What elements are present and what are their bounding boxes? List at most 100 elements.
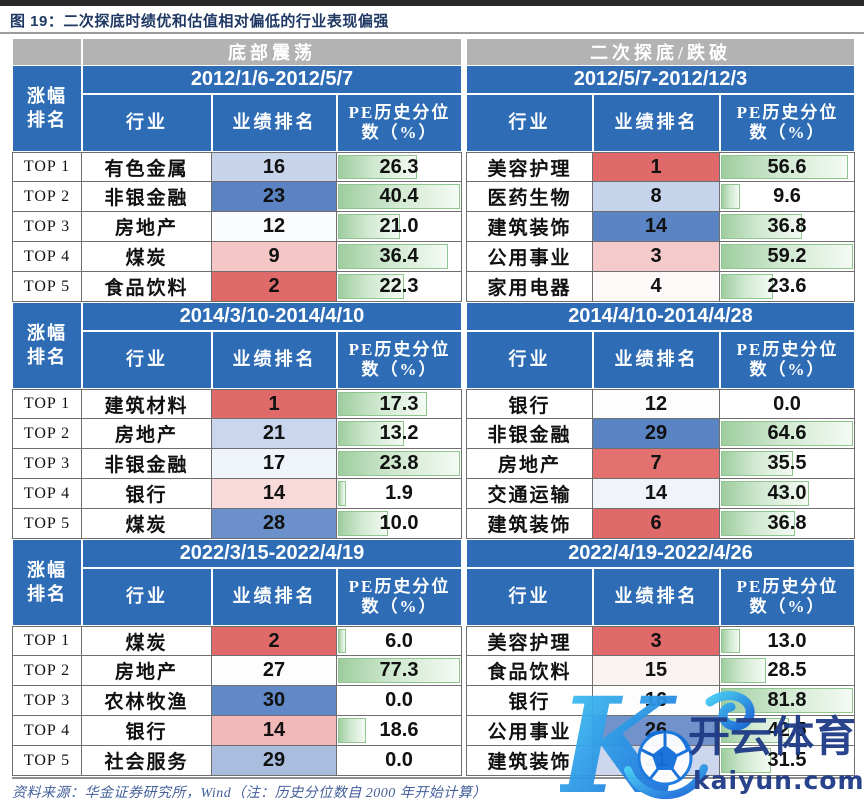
rank-header-line2: 排名 bbox=[27, 109, 67, 130]
perf-rank-cell: 2 bbox=[212, 626, 337, 656]
industry-cell: 医药生物 bbox=[466, 182, 593, 212]
pe-percentile-cell: 22.3 bbox=[337, 272, 462, 302]
perf-rank-cell: 16 bbox=[212, 152, 337, 182]
pe-value: 13.0 bbox=[767, 629, 807, 652]
perf-rank-cell: 6 bbox=[593, 509, 720, 539]
top-rank-label: TOP 2 bbox=[12, 419, 82, 449]
rank-header-line1: 涨幅 bbox=[27, 560, 67, 581]
industry-cell: 非银金融 bbox=[82, 182, 212, 212]
title-underline-rule bbox=[0, 32, 864, 34]
phase-header-bottom-oscillation: 底部震荡 bbox=[82, 38, 462, 66]
perf-rank-cell: 1 bbox=[212, 389, 337, 419]
rank-column-header: 涨幅 排名 bbox=[12, 302, 82, 389]
pe-percentile-cell: 77.3 bbox=[337, 656, 462, 686]
rank-column-header: 涨幅 排名 bbox=[12, 539, 82, 626]
perf-rank-column-header: 业绩排名 bbox=[212, 331, 337, 389]
pe-column-header: PE历史分位 数（%） bbox=[720, 568, 855, 626]
perf-rank-cell: 1 bbox=[593, 152, 720, 182]
figure-title: 图 19：二次探底时绩优和估值相对偏低的行业表现偏强 bbox=[10, 13, 389, 30]
top-rank-label: TOP 4 bbox=[12, 479, 82, 509]
pe-header-line1: PE历史分位 bbox=[736, 102, 839, 122]
perf-rank-cell: 27 bbox=[212, 656, 337, 686]
pe-data-bar bbox=[338, 184, 460, 209]
pe-value: 36.8 bbox=[767, 215, 807, 237]
pe-percentile-cell: 36.4 bbox=[337, 242, 462, 272]
pe-percentile-cell: 0.0 bbox=[337, 686, 462, 716]
perf-rank-cell: 8 bbox=[593, 182, 720, 212]
industry-cell: 煤炭 bbox=[82, 626, 212, 656]
pe-percentile-cell: 0.0 bbox=[720, 389, 855, 419]
pe-data-bar bbox=[338, 658, 460, 683]
pe-percentile-cell: 43.0 bbox=[720, 479, 855, 509]
pe-value: 43.0 bbox=[767, 482, 807, 504]
industry-cell: 房地产 bbox=[82, 419, 212, 449]
top-rank-label: TOP 5 bbox=[12, 746, 82, 776]
date-range-header-right: 2014/4/10-2014/4/28 bbox=[466, 302, 855, 331]
pe-value: 77.3 bbox=[379, 659, 419, 681]
top-rank-label: TOP 4 bbox=[12, 716, 82, 746]
pe-percentile-cell: 21.0 bbox=[337, 212, 462, 242]
pe-value: 9.6 bbox=[773, 185, 801, 207]
industry-cell: 公用事业 bbox=[466, 716, 593, 746]
perf-rank-cell: 7 bbox=[593, 449, 720, 479]
perf-rank-column-header: 业绩排名 bbox=[593, 568, 720, 626]
industry-cell: 美容护理 bbox=[466, 626, 593, 656]
pe-data-bar bbox=[721, 511, 796, 536]
period-section-1: 涨幅 排名 2012/1/6-2012/5/7 行业 业绩排名 PE历史分位 数（%） 有色金… bbox=[12, 65, 855, 302]
pe-percentile-cell: 0.0 bbox=[337, 746, 462, 776]
industry-cell: 食品饮料 bbox=[82, 272, 212, 302]
period-section-3: 涨幅 排名 2022/3/15-2022/4/19 行业 业绩排名 PE历史分位 数（%）煤… bbox=[12, 539, 855, 776]
industry-cell: 有色金属 bbox=[82, 152, 212, 182]
pe-percentile-cell: 26.3 bbox=[337, 152, 462, 182]
pe-value: 1.9 bbox=[385, 482, 413, 504]
pe-data-bar bbox=[338, 392, 427, 416]
perf-rank-cell: 2 bbox=[212, 272, 337, 302]
pe-value: 22.3 bbox=[379, 275, 419, 297]
phase-header-row: 底部震荡 二次探底/跌破 bbox=[12, 38, 855, 66]
perf-rank-column-header: 业绩排名 bbox=[212, 568, 337, 626]
top-rank-label: TOP 3 bbox=[12, 449, 82, 479]
top-rank-label: TOP 1 bbox=[12, 152, 82, 182]
pe-value: 6.0 bbox=[385, 629, 413, 652]
perf-rank-cell: 30 bbox=[212, 686, 337, 716]
perf-rank-cell: 14 bbox=[593, 479, 720, 509]
top-rank-label: TOP 5 bbox=[12, 509, 82, 539]
phase-header-second-bottom: 二次探底/跌破 bbox=[466, 38, 855, 66]
pe-header-line1: PE历史分位 bbox=[348, 102, 451, 122]
perf-rank-cell: 29 bbox=[593, 419, 720, 449]
top-rank-label: TOP 3 bbox=[12, 212, 82, 242]
pe-data-bar bbox=[721, 421, 853, 446]
pe-header-line1: PE历史分位 bbox=[736, 576, 839, 596]
date-range-header-right: 2022/4/19-2022/4/26 bbox=[466, 539, 855, 568]
perf-rank-cell: 9 bbox=[212, 242, 337, 272]
industry-cell: 非银金融 bbox=[82, 449, 212, 479]
pe-value: 64.6 bbox=[767, 422, 807, 444]
pe-value: 28.5 bbox=[767, 659, 807, 681]
perf-rank-cell: 14 bbox=[212, 716, 337, 746]
industry-cell: 房地产 bbox=[82, 212, 212, 242]
pe-value: 56.6 bbox=[767, 155, 807, 178]
perf-rank-cell: 14 bbox=[212, 479, 337, 509]
pe-column-header: PE历史分位 数（%） bbox=[720, 331, 855, 389]
pe-value: 42.5 bbox=[767, 719, 807, 741]
rank-column-header: 涨幅 排名 bbox=[12, 65, 82, 152]
pe-column-header: PE历史分位 数（%） bbox=[337, 331, 462, 389]
industry-cell: 非银金融 bbox=[466, 419, 593, 449]
pe-value: 31.5 bbox=[767, 749, 807, 771]
pe-data-bar bbox=[721, 451, 793, 476]
top-rank-label: TOP 2 bbox=[12, 656, 82, 686]
pe-header-line2: 数（%） bbox=[749, 597, 826, 616]
pe-header-line1: PE历史分位 bbox=[348, 576, 451, 596]
pe-data-bar bbox=[338, 155, 417, 179]
perf-rank-cell: 28 bbox=[212, 509, 337, 539]
industry-cell: 交通运输 bbox=[466, 479, 593, 509]
perf-rank-cell: 12 bbox=[212, 212, 337, 242]
pe-value: 59.2 bbox=[767, 245, 807, 267]
perf-rank-column-header: 业绩排名 bbox=[593, 94, 720, 152]
pe-percentile-cell: 23.8 bbox=[337, 449, 462, 479]
source-note: 资料来源：华金证券研究所，Wind（注：历史分位数自 2000 年开始计算） bbox=[12, 786, 487, 801]
industry-cell: 社会服务 bbox=[82, 746, 212, 776]
pe-percentile-cell: 31.5 bbox=[720, 746, 855, 776]
pe-header-line2: 数（%） bbox=[361, 597, 438, 616]
pe-column-header: PE历史分位 数（%） bbox=[337, 568, 462, 626]
